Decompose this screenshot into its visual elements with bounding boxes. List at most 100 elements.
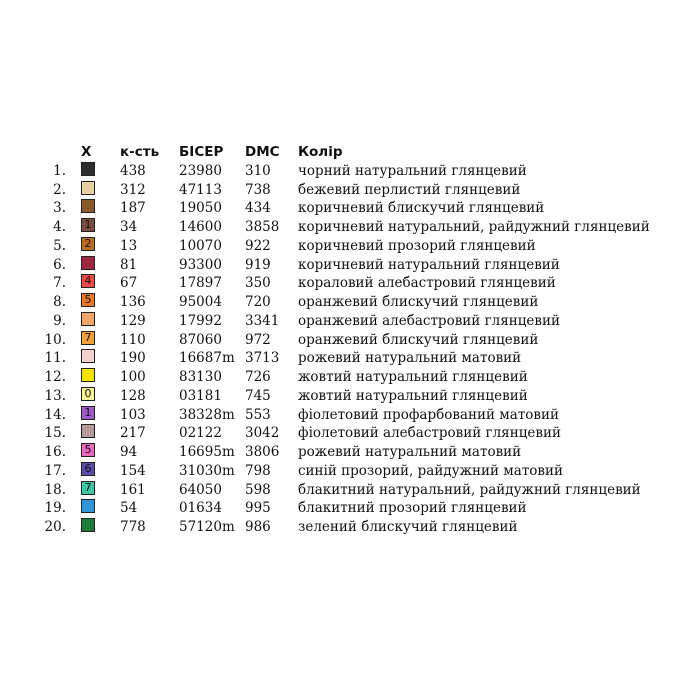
row-bead-code: 57120m bbox=[179, 519, 235, 535]
color-swatch bbox=[81, 518, 95, 532]
color-swatch: 6 bbox=[81, 461, 95, 476]
row-dmc-code: 745 bbox=[245, 387, 271, 404]
row-bead-code: 95004 bbox=[179, 294, 222, 310]
row-number: 3. bbox=[53, 200, 66, 217]
row-dmc-code: 726 bbox=[245, 369, 271, 385]
row-dmc-code: 3806 bbox=[245, 444, 280, 460]
row-number: 5. bbox=[53, 237, 66, 254]
row-bead-code: 19050 bbox=[179, 200, 222, 217]
row-color-name: рожевий натуральний матовий bbox=[298, 444, 522, 460]
row-qty: 103 bbox=[120, 406, 146, 423]
row-color-name: блакитний натуральний, райдужний глянцев… bbox=[298, 481, 641, 498]
row-qty: 136 bbox=[120, 294, 146, 310]
row-qty: 54 bbox=[120, 500, 138, 517]
header-color: Колір bbox=[298, 144, 343, 160]
color-swatch bbox=[81, 311, 95, 326]
row-qty: 94 bbox=[120, 444, 138, 460]
row-dmc-code: 553 bbox=[245, 406, 271, 423]
row-number: 9. bbox=[53, 312, 66, 329]
row-color-name: жовтий натуральний глянцевий bbox=[298, 369, 528, 385]
legend-row: 17. 6 154 31030m 798 синій прозорий, райдужни… bbox=[0, 461, 700, 481]
row-color-name: фіолетовий профарбований матовий bbox=[298, 406, 560, 423]
row-dmc-code: 598 bbox=[245, 481, 271, 498]
row-qty: 438 bbox=[120, 162, 146, 179]
row-dmc-code: 434 bbox=[245, 200, 271, 217]
legend-row: 5. 2 13 10070 922 коричневий прозорий глянцев… bbox=[0, 236, 700, 256]
row-number: 20. bbox=[44, 519, 66, 535]
row-bead-code: 31030m bbox=[179, 462, 235, 479]
legend-row: 15. 217 02122 3042 фіолетовий алебастровий г… bbox=[0, 424, 700, 443]
row-color-name: коричневий натуральний глянцевий bbox=[298, 256, 560, 273]
legend-row: 9. 129 17992 3341 оранжевий алебастровий гля… bbox=[0, 311, 700, 331]
row-number: 11. bbox=[44, 350, 66, 367]
row-qty: 161 bbox=[120, 481, 146, 498]
row-qty: 187 bbox=[120, 200, 146, 217]
row-qty: 67 bbox=[120, 275, 138, 292]
legend-row: 14. 1 103 38328m 553 фіолетовий профарбований… bbox=[0, 405, 700, 425]
legend-row: 19. 54 01634 995 блакитний прозорий глянцеви… bbox=[0, 499, 700, 518]
row-color-name: оранжевий алебастровий глянцевий bbox=[298, 312, 561, 329]
row-bead-code: 64050 bbox=[179, 481, 222, 498]
legend-row: 10. 7 110 87060 972 оранжевий блискучий глянц… bbox=[0, 330, 700, 350]
row-qty: 128 bbox=[120, 387, 146, 404]
row-bead-code: 93300 bbox=[179, 256, 222, 273]
row-bead-code: 01634 bbox=[179, 500, 222, 517]
legend-row: 11. 190 16687m 3713 рожевий натуральний мато… bbox=[0, 349, 700, 368]
row-bead-code: 10070 bbox=[179, 237, 222, 254]
row-bead-code: 47113 bbox=[179, 181, 222, 198]
row-number: 16. bbox=[44, 444, 66, 460]
row-qty: 34 bbox=[120, 219, 138, 235]
row-color-name: коричневий натуральний, райдужний глянце… bbox=[298, 219, 650, 235]
row-dmc-code: 995 bbox=[245, 500, 271, 517]
row-color-name: блакитний прозорий глянцевий bbox=[298, 500, 527, 517]
legend-row: 13. 0 128 03181 745 жовтий натуральний глянце… bbox=[0, 386, 700, 406]
row-dmc-code: 972 bbox=[245, 331, 271, 348]
row-bead-code: 23980 bbox=[179, 162, 222, 179]
row-number: 17. bbox=[44, 462, 66, 479]
header-bead: БІСЕР bbox=[179, 144, 224, 160]
color-swatch bbox=[81, 368, 95, 382]
row-number: 12. bbox=[44, 369, 66, 385]
row-dmc-code: 3042 bbox=[245, 425, 280, 442]
legend-row: 12. 100 83130 726 жовтий натуральний глянцев… bbox=[0, 368, 700, 387]
row-bead-code: 87060 bbox=[179, 331, 222, 348]
color-swatch: 7 bbox=[81, 330, 95, 345]
row-color-name: коричневий прозорий глянцевий bbox=[298, 237, 536, 254]
row-color-name: бежевий перлистий глянцевий bbox=[298, 181, 521, 198]
row-color-name: синій прозорий, райдужний матовий bbox=[298, 462, 564, 479]
row-bead-code: 16695m bbox=[179, 444, 235, 460]
row-dmc-code: 3858 bbox=[245, 219, 280, 235]
row-qty: 13 bbox=[120, 237, 138, 254]
color-swatch bbox=[81, 180, 95, 195]
row-bead-code: 02122 bbox=[179, 425, 222, 442]
color-swatch: 2 bbox=[81, 236, 95, 251]
header-x: X bbox=[81, 144, 92, 160]
color-swatch: 1 bbox=[81, 218, 95, 232]
header-qty: к-сть bbox=[120, 144, 160, 160]
legend-row: 2. 312 47113 738 бежевий перлистий глянцевий bbox=[0, 180, 700, 200]
row-number: 15. bbox=[44, 425, 66, 442]
color-swatch: 5 bbox=[81, 443, 95, 457]
legend-row: 18. 7 161 64050 598 блакитний натуральний, ра… bbox=[0, 480, 700, 500]
color-swatch bbox=[81, 424, 95, 439]
row-qty: 778 bbox=[120, 519, 146, 535]
row-number: 19. bbox=[44, 500, 66, 517]
row-qty: 217 bbox=[120, 425, 146, 442]
color-swatch: 5 bbox=[81, 293, 95, 307]
row-number: 8. bbox=[53, 294, 66, 310]
legend-row: 16. 5 94 16695m 3806 рожевий натуральний мато… bbox=[0, 443, 700, 462]
row-bead-code: 03181 bbox=[179, 387, 222, 404]
row-qty: 110 bbox=[120, 331, 146, 348]
header-dmc: DMC bbox=[245, 144, 280, 160]
bead-color-legend: X к-сть БІСЕР DMC Колір 1. 438 23980 310 чор… bbox=[0, 143, 700, 537]
row-dmc-code: 3713 bbox=[245, 350, 280, 367]
row-color-name: жовтий натуральний глянцевий bbox=[298, 387, 528, 404]
row-color-name: кораловий алебастровий глянцевий bbox=[298, 275, 556, 292]
row-bead-code: 17992 bbox=[179, 312, 222, 329]
row-number: 10. bbox=[44, 331, 66, 348]
row-number: 13. bbox=[44, 387, 66, 404]
row-number: 1. bbox=[53, 162, 66, 179]
row-qty: 129 bbox=[120, 312, 146, 329]
row-number: 18. bbox=[44, 481, 66, 498]
row-color-name: оранжевий блискучий глянцевий bbox=[298, 294, 539, 310]
